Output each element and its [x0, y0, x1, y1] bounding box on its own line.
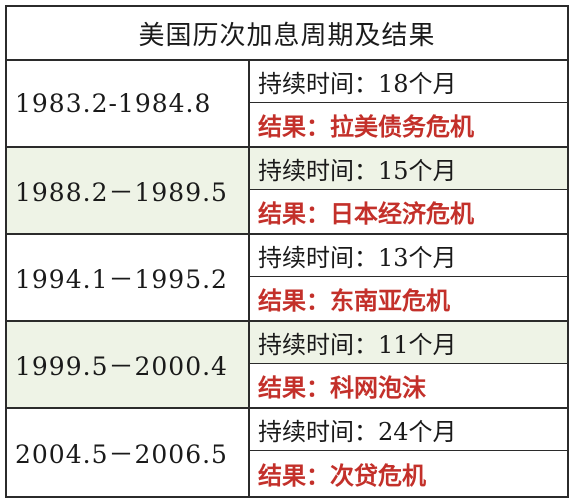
period-duration: 持续时间：18个月 — [250, 61, 567, 103]
period-dates: 2004.5－2006.5 — [7, 409, 250, 496]
rate-hike-table: 美国历次加息周期及结果 1983.2-1984.8 持续时间：18个月 结果：拉… — [5, 5, 569, 498]
period-row: 1994.1－1995.2 持续时间：13个月 结果：东南亚危机 — [7, 235, 567, 322]
period-dates: 1988.2－1989.5 — [7, 148, 250, 233]
period-details: 持续时间：18个月 结果：拉美债务危机 — [250, 61, 567, 146]
period-dates: 1999.5－2000.4 — [7, 322, 250, 407]
period-result: 结果：东南亚危机 — [250, 277, 567, 320]
period-row: 1983.2-1984.8 持续时间：18个月 结果：拉美债务危机 — [7, 61, 567, 148]
period-result: 结果：次贷危机 — [250, 451, 567, 496]
period-result: 结果：科网泡沫 — [250, 364, 567, 407]
period-dates: 1983.2-1984.8 — [7, 61, 250, 146]
period-row: 1988.2－1989.5 持续时间：15个月 结果：日本经济危机 — [7, 148, 567, 235]
period-duration: 持续时间：13个月 — [250, 235, 567, 277]
period-row: 2004.5－2006.5 持续时间：24个月 结果：次贷危机 — [7, 409, 567, 496]
period-details: 持续时间：15个月 结果：日本经济危机 — [250, 148, 567, 233]
period-details: 持续时间：24个月 结果：次贷危机 — [250, 409, 567, 496]
period-details: 持续时间：11个月 结果：科网泡沫 — [250, 322, 567, 407]
period-duration: 持续时间：15个月 — [250, 148, 567, 190]
table-title: 美国历次加息周期及结果 — [7, 7, 567, 61]
period-result: 结果：拉美债务危机 — [250, 103, 567, 146]
period-dates: 1994.1－1995.2 — [7, 235, 250, 320]
period-row: 1999.5－2000.4 持续时间：11个月 结果：科网泡沫 — [7, 322, 567, 409]
period-duration: 持续时间：24个月 — [250, 409, 567, 451]
period-details: 持续时间：13个月 结果：东南亚危机 — [250, 235, 567, 320]
period-result: 结果：日本经济危机 — [250, 190, 567, 233]
period-duration: 持续时间：11个月 — [250, 322, 567, 364]
